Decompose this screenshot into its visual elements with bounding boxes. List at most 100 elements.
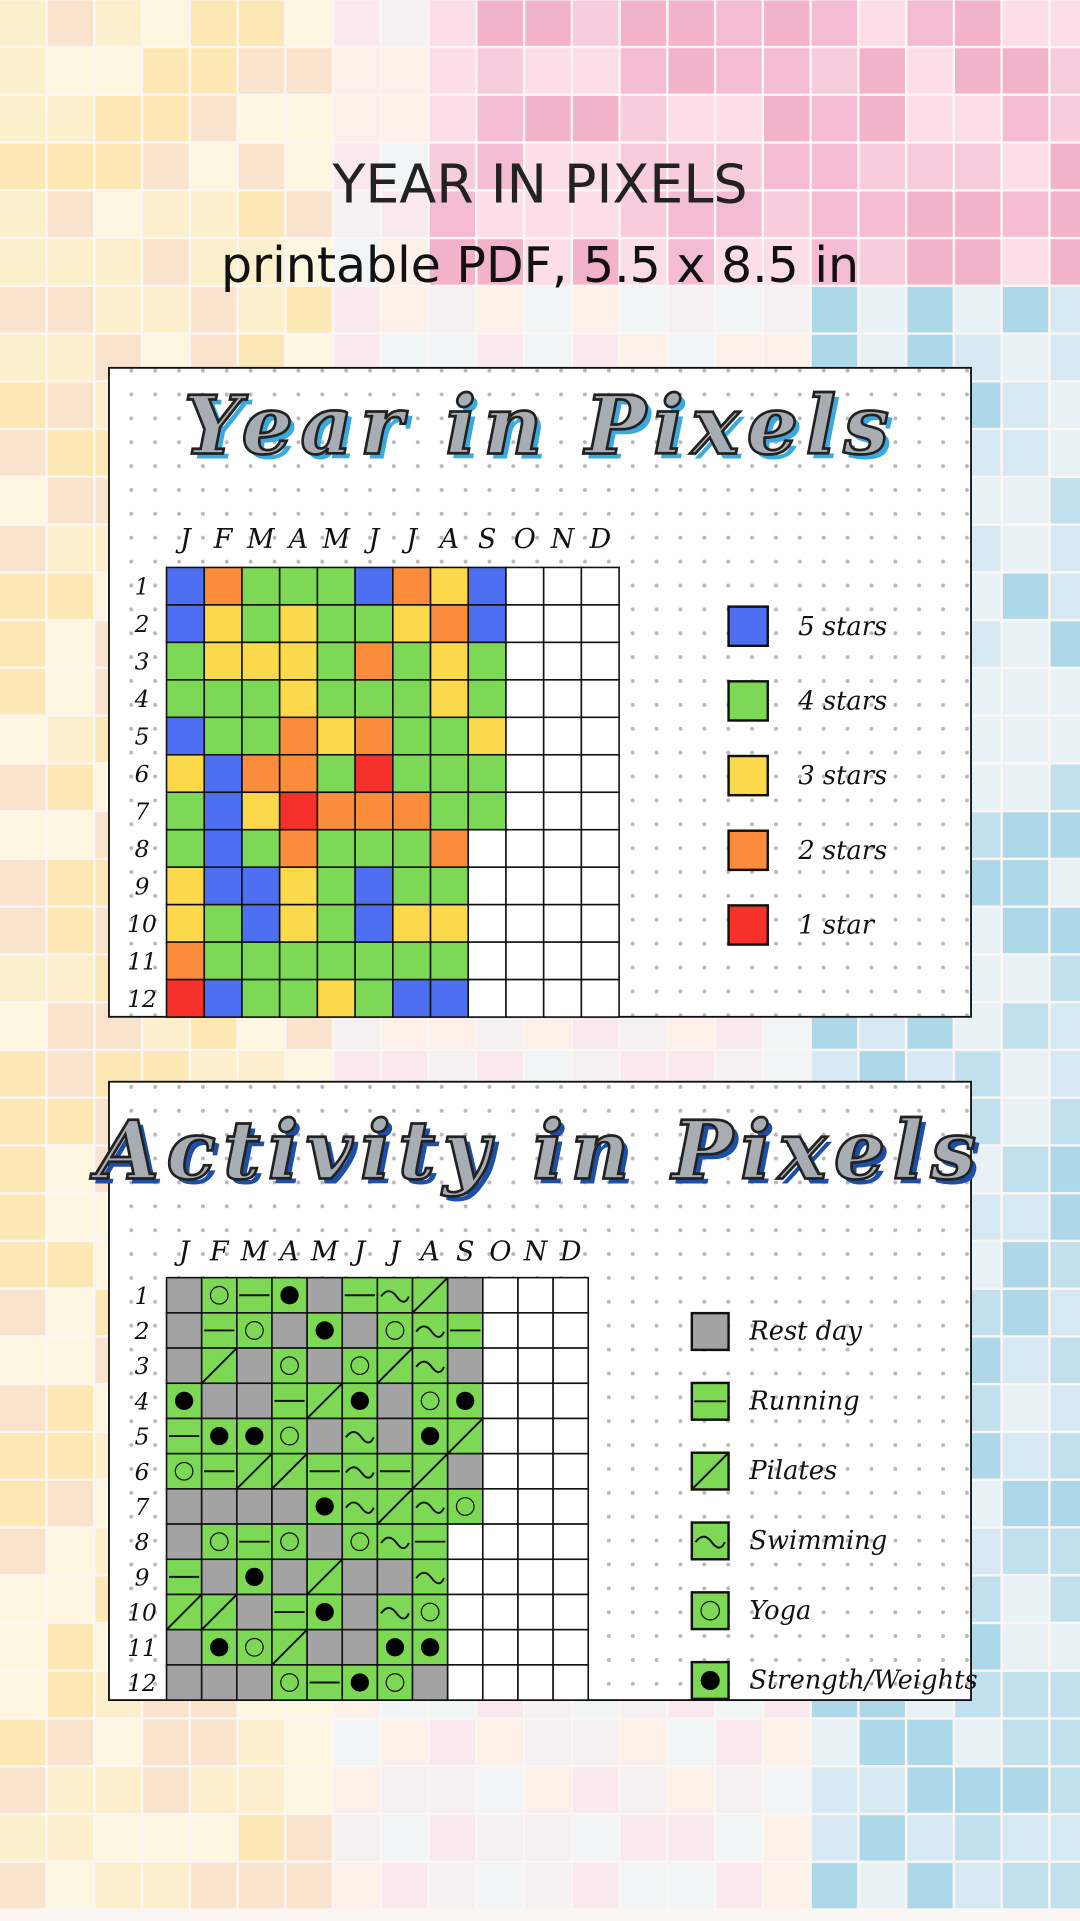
bg-tile [47,1433,94,1479]
pixel-cell [278,716,319,756]
symbol-slash [376,1347,414,1384]
pixel-cell [354,828,394,868]
pixel-cell [542,866,583,906]
symbol-dot [456,1391,475,1410]
bg-tile [716,1767,762,1813]
month-label: J [349,1237,367,1268]
bg-tile [907,287,953,333]
pixel-cell [429,978,470,1018]
symbol-dot [280,1286,299,1305]
symbol-ring [209,1532,229,1552]
bg-tile [143,191,189,237]
bg-tile [907,191,953,237]
pixel-cell [429,679,470,719]
bg-tile [0,1433,46,1479]
bg-tile [0,1385,46,1431]
bg-tile [429,1815,476,1861]
bg-tile [0,1003,46,1049]
pixel-cell [411,1382,449,1420]
pixel-cell [517,1523,554,1561]
month-label: D [588,524,611,555]
bg-tile [47,191,94,237]
bg-tile [95,191,141,237]
bg-tile [811,287,858,333]
symbol-dot [385,1638,405,1657]
bg-tile [1002,907,1049,954]
pixel-cell [446,1593,484,1631]
bg-tile [955,239,1001,285]
bg-tile [907,1719,953,1765]
header-subtitle: printable PDF, 5.5 x 8.5 in [221,237,859,294]
symbol-wave [345,1431,375,1444]
symbol-wave [345,1501,375,1514]
bg-tile [47,1146,94,1192]
bg-tile [191,1862,237,1909]
pixel-cell [517,1382,554,1420]
bg-tile [0,191,46,237]
symbol-ring [455,1497,475,1516]
bg-tile [334,0,380,46]
bg-tile [764,143,810,190]
symbol-wave [345,1466,375,1479]
pixel-cell [552,1628,590,1666]
bg-tile [143,48,189,94]
pixel-cell [505,828,545,868]
symbol-slash [236,1452,273,1490]
bg-tile [1050,1862,1080,1909]
symbol-wave [415,1325,445,1338]
bg-tile [47,1289,94,1336]
bg-tile [620,0,667,46]
bg-tile [334,1719,380,1765]
day-label: 10 [127,1600,157,1627]
bg-tile [1002,812,1049,858]
bg-tile [525,1862,571,1909]
pixel-cell [278,753,319,794]
pixel-cell [580,679,620,719]
pixel-cell [542,941,583,981]
bg-tile [1002,860,1049,906]
bg-tile [573,96,619,142]
bg-tile [668,48,714,94]
pixel-cell [203,903,243,943]
bg-tile [1002,955,1049,1001]
month-label: N [523,1237,549,1268]
pixel-cell [241,753,281,794]
bg-tile [143,0,189,46]
bg-tile [429,239,476,285]
bg-tile [477,48,523,94]
bg-tile [238,143,285,190]
bg-tile [525,1767,571,1813]
pixel-cell [271,1664,308,1701]
pixel-cell [271,1312,308,1349]
pixel-cell [392,566,432,606]
symbol-dot [700,1670,720,1691]
bg-tile [1050,48,1080,94]
pixel-cell [341,1312,379,1349]
pixel-cell [241,941,281,981]
bg-tile [811,0,858,46]
pixel-cell [165,716,206,756]
pixel-cell [236,1382,273,1420]
bg-tile [716,0,762,46]
pixel-cell [467,566,507,606]
bg-tile [95,96,141,142]
bg-tile [286,1719,332,1765]
pixel-cell [552,1593,590,1631]
bg-tile [1050,1003,1080,1049]
symbol-dot [315,1497,334,1516]
bg-tile [47,1480,94,1527]
bg-tile [1050,955,1080,1001]
bg-tile [764,287,810,333]
pixel-cell [517,1312,554,1349]
month-label: F [209,1237,230,1268]
legend-swatch [727,605,769,648]
bg-tile [0,764,46,810]
symbol-slash [165,1593,203,1631]
bg-tile [334,1767,380,1813]
bg-tile [859,1719,905,1765]
bg-tile [620,143,667,190]
bg-tile [0,1194,46,1240]
bg-tile [0,1719,46,1765]
